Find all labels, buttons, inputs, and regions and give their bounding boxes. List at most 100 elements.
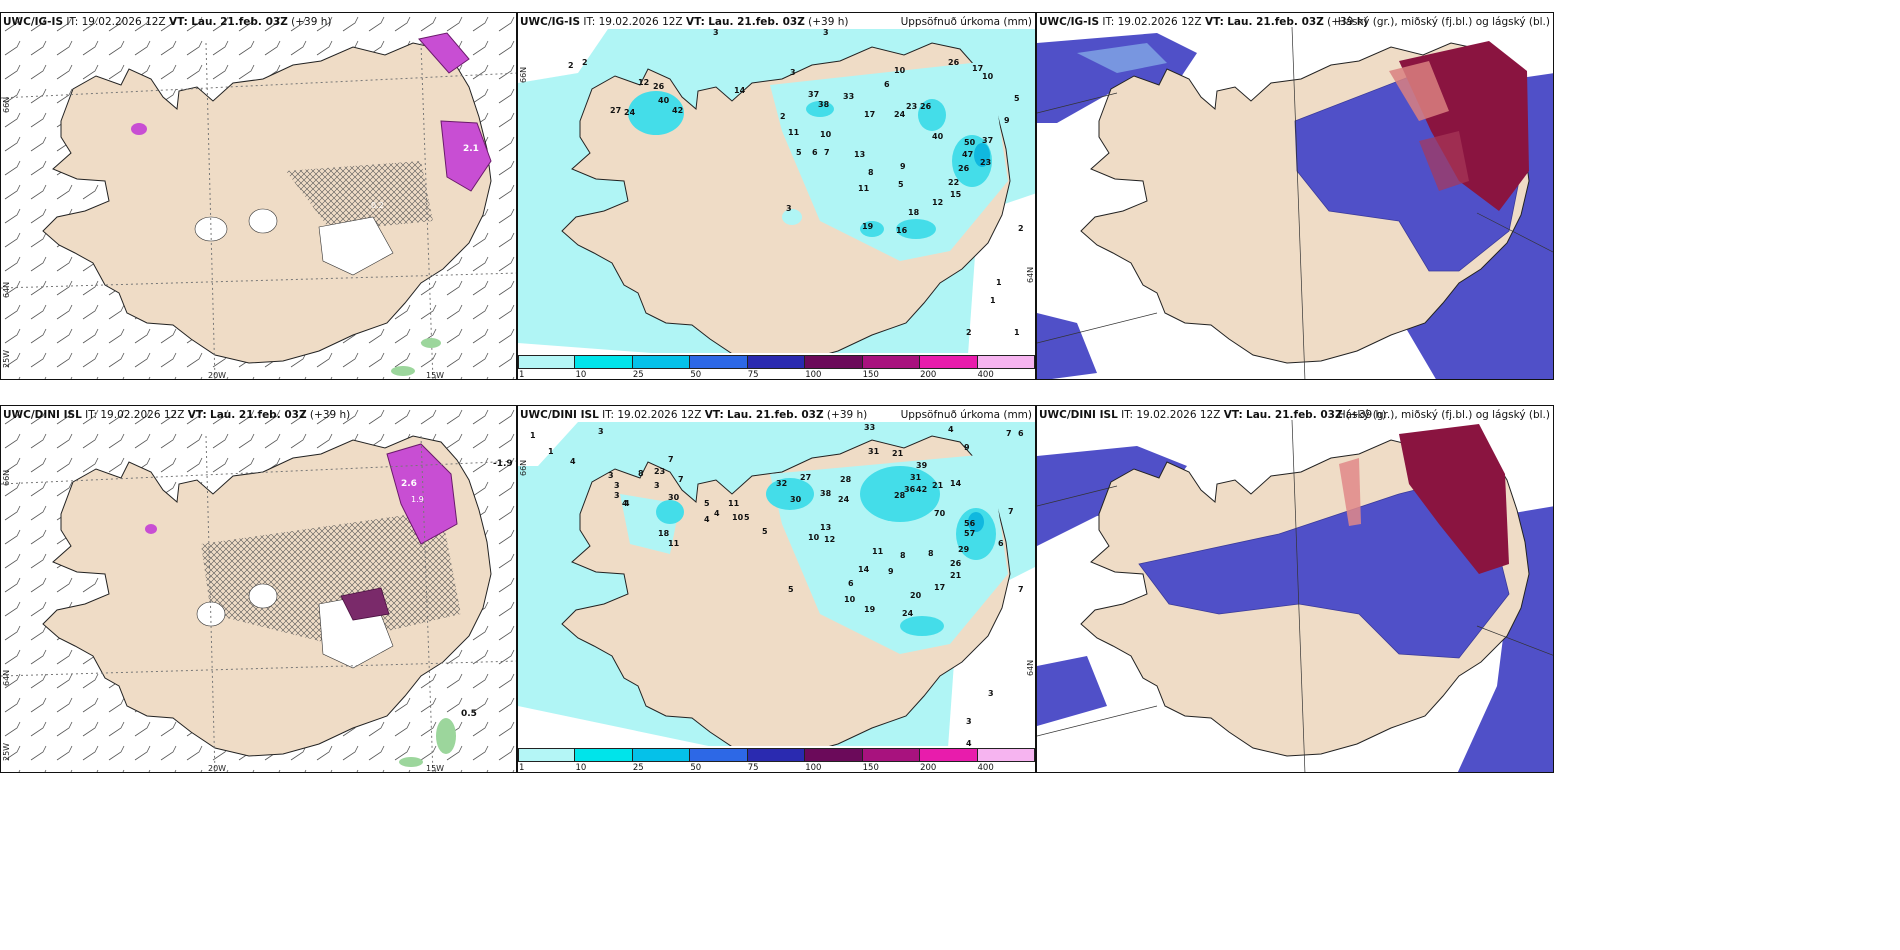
svg-text:24: 24 <box>838 495 850 504</box>
svg-text:36: 36 <box>904 485 916 494</box>
svg-text:6: 6 <box>998 539 1004 548</box>
svg-text:12: 12 <box>638 78 649 87</box>
panel-title: UWC/DINI ISL IT: 19.02.2026 12Z VT: Lau.… <box>1039 409 1387 421</box>
colorbar-label: 25 <box>632 763 644 773</box>
svg-text:30: 30 <box>668 493 680 502</box>
svg-text:4: 4 <box>622 499 628 508</box>
svg-text:11: 11 <box>872 547 884 556</box>
svg-text:4: 4 <box>570 457 576 466</box>
svg-text:7: 7 <box>824 148 830 157</box>
svg-text:10: 10 <box>982 72 994 81</box>
svg-text:33: 33 <box>843 92 854 101</box>
svg-text:5: 5 <box>898 180 904 189</box>
svg-text:18: 18 <box>658 529 670 538</box>
svg-text:5: 5 <box>788 585 794 594</box>
svg-text:30: 30 <box>790 495 802 504</box>
cloud-cover-map <box>1037 419 1553 772</box>
colorbar-swatch <box>920 748 978 762</box>
svg-text:20: 20 <box>910 591 922 600</box>
svg-text:1: 1 <box>996 278 1002 287</box>
svg-text:31: 31 <box>910 473 922 482</box>
svg-text:12: 12 <box>824 535 835 544</box>
svg-text:2: 2 <box>568 61 574 70</box>
svg-text:17: 17 <box>864 110 875 119</box>
svg-text:8: 8 <box>928 549 934 558</box>
axis-label-25w: 25W <box>2 742 11 761</box>
colorbar-label: 200 <box>920 370 937 380</box>
svg-text:3: 3 <box>608 471 614 480</box>
svg-text:3: 3 <box>614 481 620 490</box>
colorbar-label: 150 <box>862 763 879 773</box>
svg-text:26: 26 <box>950 559 962 568</box>
svg-text:1: 1 <box>990 296 996 305</box>
svg-text:9: 9 <box>888 567 894 576</box>
svg-text:40: 40 <box>658 96 670 105</box>
svg-text:16: 16 <box>896 226 908 235</box>
svg-text:28: 28 <box>840 475 852 484</box>
svg-text:18: 18 <box>908 208 920 217</box>
precip-colorbar: 1 10 25 50 75 100 150 200 400 <box>518 353 1035 379</box>
svg-text:23: 23 <box>654 467 665 476</box>
svg-text:6: 6 <box>812 148 818 157</box>
svg-text:3: 3 <box>598 427 604 436</box>
svg-text:56: 56 <box>964 519 976 528</box>
svg-text:4: 4 <box>714 509 720 518</box>
svg-text:70: 70 <box>934 509 946 518</box>
colorbar-label: 1 <box>519 763 525 773</box>
panel-title: UWC/DINI ISL IT: 19.02.2026 12Z VT: Lau.… <box>3 409 351 421</box>
svg-text:3: 3 <box>823 28 829 37</box>
colorbar-swatch <box>805 748 863 762</box>
svg-text:3: 3 <box>988 689 994 698</box>
svg-text:6: 6 <box>884 80 890 89</box>
svg-text:7: 7 <box>1018 585 1024 594</box>
svg-text:11: 11 <box>788 128 800 137</box>
bottom-left-value-label: 0.5 <box>461 709 477 719</box>
svg-text:31: 31 <box>868 447 880 456</box>
svg-text:27: 27 <box>610 106 621 115</box>
panel-title: UWC/DINI ISL IT: 19.02.2026 12Z VT: Lau.… <box>520 409 868 421</box>
svg-text:32: 32 <box>776 479 787 488</box>
svg-text:3: 3 <box>654 481 660 490</box>
panel-top-mid-precip-map: UWC/IG-IS IT: 19.02.2026 12Z VT: Lau. 21… <box>517 12 1036 380</box>
svg-text:3: 3 <box>790 68 796 77</box>
bottom-left-value-label: 1.9 <box>411 495 424 504</box>
colorbar-label: 100 <box>805 370 822 380</box>
axis-label-15w: 15W <box>426 371 445 380</box>
svg-text:24: 24 <box>624 108 636 117</box>
svg-text:3: 3 <box>713 28 719 37</box>
svg-text:8: 8 <box>900 551 906 560</box>
colorbar-label: 75 <box>747 763 759 773</box>
svg-text:2: 2 <box>966 328 972 337</box>
bottom-left-value-label: -1.9 <box>493 459 513 469</box>
svg-text:3: 3 <box>786 204 792 213</box>
svg-text:37: 37 <box>982 136 993 145</box>
svg-text:27: 27 <box>800 473 811 482</box>
svg-text:38: 38 <box>818 100 830 109</box>
precip-colorbar: 1 10 25 50 75 100 150 200 400 <box>518 746 1035 772</box>
panel-title: UWC/IG-IS IT: 19.02.2026 12Z VT: Lau. 21… <box>520 16 849 28</box>
svg-text:29: 29 <box>958 545 970 554</box>
colorbar-swatch <box>632 748 691 762</box>
colorbar-swatch <box>805 355 863 369</box>
svg-text:33: 33 <box>864 423 875 432</box>
svg-text:21: 21 <box>932 481 944 490</box>
svg-text:21: 21 <box>950 571 962 580</box>
svg-text:57: 57 <box>964 529 975 538</box>
svg-text:3: 3 <box>614 491 620 500</box>
panel-right-title: Háský (gr.), miðský (fj.bl.) og lágský (… <box>1337 409 1550 421</box>
colorbar-label: 10 <box>575 763 587 773</box>
svg-text:1: 1 <box>1014 328 1020 337</box>
svg-text:5: 5 <box>704 499 710 508</box>
svg-text:10: 10 <box>820 130 832 139</box>
top-left-value-label: 0.2 <box>371 201 384 210</box>
svg-text:6: 6 <box>848 579 854 588</box>
svg-text:2: 2 <box>780 112 786 121</box>
panel-title: UWC/IG-IS IT: 19.02.2026 12Z VT: Lau. 21… <box>3 16 332 28</box>
svg-text:22: 22 <box>948 178 959 187</box>
svg-text:17: 17 <box>972 64 983 73</box>
svg-text:14: 14 <box>734 86 746 95</box>
svg-text:2: 2 <box>1018 224 1024 233</box>
svg-text:17: 17 <box>934 583 945 592</box>
axis-label-64n: 64N <box>1026 659 1035 676</box>
svg-text:3: 3 <box>966 717 972 726</box>
